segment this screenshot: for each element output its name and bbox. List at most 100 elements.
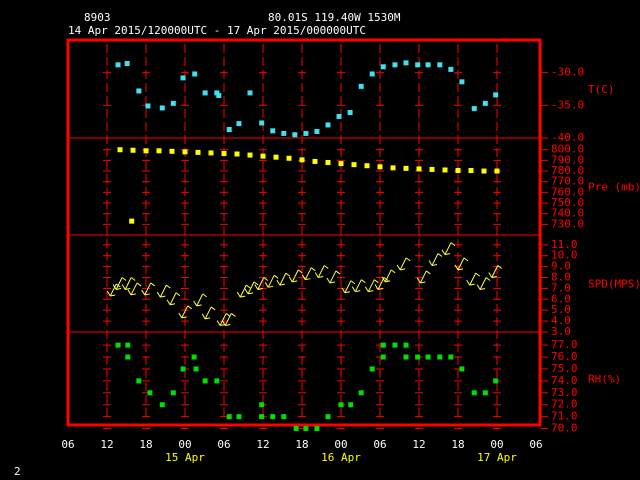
data-point	[303, 130, 309, 136]
data-point	[159, 105, 165, 111]
data-point	[403, 342, 409, 348]
station-id: 8903	[84, 11, 111, 24]
y-tick-label: -40.0	[551, 131, 584, 144]
data-point	[494, 168, 500, 174]
data-point	[293, 426, 299, 432]
data-point	[325, 122, 331, 128]
wind-barb	[236, 284, 251, 298]
wind-barb	[178, 305, 193, 319]
wind-barb	[264, 274, 279, 288]
data-point	[292, 132, 298, 138]
wind-barb	[466, 272, 480, 286]
data-point	[314, 128, 320, 134]
data-point	[325, 160, 331, 166]
data-point	[202, 90, 208, 96]
x-tick-label: 06	[217, 438, 230, 451]
wind-barb	[127, 282, 142, 296]
data-point	[448, 66, 454, 72]
data-point	[259, 414, 265, 420]
y-tick-label: 780.0	[551, 164, 584, 177]
data-point	[493, 378, 499, 384]
wind-barb	[244, 281, 259, 295]
y-tick-label: 740.0	[551, 207, 584, 220]
data-point	[191, 354, 197, 360]
y-tick-label: 74.0	[551, 374, 578, 387]
data-point	[281, 130, 287, 136]
wind-barb	[276, 272, 291, 286]
y-tick-label: 75.0	[551, 362, 578, 375]
data-point	[273, 154, 279, 160]
y-tick-label: -30.0	[551, 66, 584, 79]
data-point	[214, 378, 220, 384]
data-point	[259, 402, 265, 408]
data-point	[259, 120, 265, 126]
data-point	[202, 378, 208, 384]
data-point	[221, 150, 227, 156]
data-point	[226, 127, 232, 133]
data-point	[125, 342, 131, 348]
data-point	[459, 366, 465, 372]
data-point	[216, 93, 222, 99]
y-tick-label: 76.0	[551, 350, 578, 363]
data-point	[192, 71, 198, 77]
wind-barb	[428, 253, 443, 267]
data-point	[348, 402, 354, 408]
date-label: 16 Apr	[321, 451, 361, 464]
data-point	[325, 414, 331, 420]
wind-barb	[374, 277, 389, 290]
data-point	[130, 147, 136, 153]
data-point	[136, 88, 142, 94]
data-point	[403, 165, 409, 171]
date-label: 15 Apr	[165, 451, 205, 464]
x-tick-label: 06	[373, 438, 386, 451]
wind-barb	[341, 280, 356, 294]
data-point	[226, 414, 232, 420]
data-point	[338, 402, 344, 408]
data-point	[214, 90, 220, 96]
data-point	[236, 414, 242, 420]
wind-barb	[254, 277, 269, 290]
data-point	[303, 426, 309, 432]
data-point	[415, 354, 421, 360]
y-axis-label: RH(%)	[588, 373, 621, 386]
wind-barb	[156, 284, 171, 298]
data-point	[380, 342, 386, 348]
data-point	[358, 390, 364, 396]
data-point	[147, 390, 153, 396]
data-point	[416, 166, 422, 172]
data-point	[208, 150, 214, 156]
y-tick-label: 72.0	[551, 398, 578, 411]
y-tick-label: 70.0	[551, 422, 578, 435]
data-point	[236, 121, 242, 127]
x-tick-label: 00	[490, 438, 503, 451]
data-point	[115, 342, 121, 348]
data-point	[347, 110, 353, 116]
wind-barb	[381, 269, 396, 283]
data-point	[455, 168, 461, 174]
y-tick-label: 3.0	[551, 325, 571, 338]
data-point	[338, 161, 344, 167]
data-point	[286, 155, 292, 161]
data-point	[481, 168, 487, 174]
data-point	[247, 152, 253, 158]
data-point	[425, 354, 431, 360]
wind-barb	[216, 313, 231, 326]
y-tick-label: 6.0	[551, 292, 571, 305]
date-label: 17 Apr	[477, 451, 517, 464]
y-tick-label: -35.0	[551, 98, 584, 111]
wind-barb	[416, 270, 431, 284]
wind-barb	[351, 279, 366, 293]
wind-barb	[221, 313, 236, 326]
station-location: 80.01S 119.40W 1530M	[268, 11, 401, 24]
data-point	[392, 62, 398, 68]
y-axis-label: T(C)	[588, 83, 615, 96]
data-point	[380, 354, 386, 360]
data-point	[299, 157, 305, 163]
data-point	[471, 390, 477, 396]
wind-barb	[314, 265, 329, 278]
y-tick-label: 71.0	[551, 410, 578, 423]
y-axis-label: Pre (mb)	[588, 181, 640, 194]
x-tick-label: 18	[295, 438, 308, 451]
data-point	[182, 149, 188, 155]
